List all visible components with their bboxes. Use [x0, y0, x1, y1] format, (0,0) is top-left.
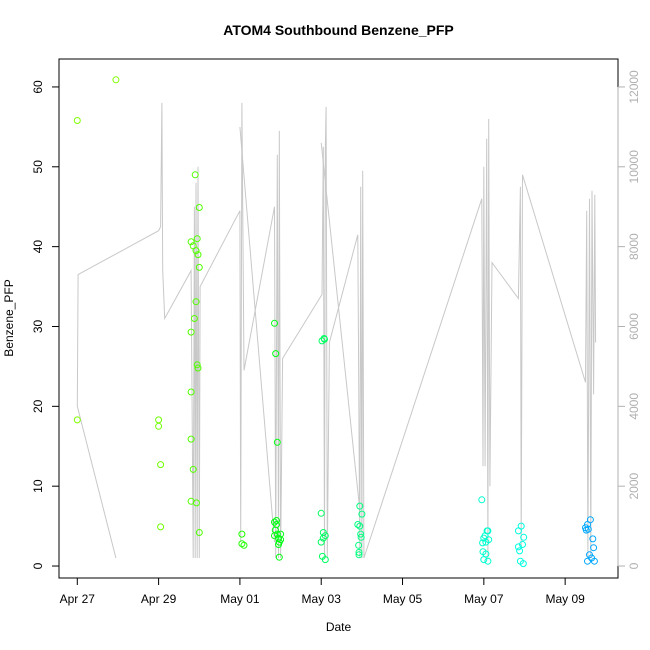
data-point-16	[192, 247, 200, 255]
secondary-series-line-1	[76, 406, 117, 559]
data-point-26	[238, 530, 246, 538]
y2-tick-label: 2000	[627, 473, 641, 500]
data-point-79	[517, 522, 525, 530]
data-point-53	[321, 335, 328, 343]
data-point-21	[194, 251, 202, 259]
x-tick-label: May 05	[383, 592, 423, 606]
y2-tick-label: 8000	[627, 233, 641, 260]
y-tick-label: 30	[31, 319, 45, 333]
data-point-5	[157, 461, 165, 469]
secondary-lines	[76, 102, 597, 559]
y2-axis: 0 2000 4000 6000 8000 10000 12000	[617, 70, 641, 569]
y-axis-label: Benzene_PFP	[2, 279, 16, 356]
data-point-80	[519, 541, 526, 548]
data-point-77	[516, 547, 524, 555]
data-point-74	[485, 536, 493, 544]
data-point-24	[195, 263, 203, 271]
data-point-58	[356, 502, 364, 510]
y2-tick-label: 4000	[627, 393, 641, 420]
secondary-series-line-2	[239, 126, 275, 543]
data-point-59	[356, 522, 364, 530]
data-point-40	[275, 553, 283, 561]
y-tick-label: 60	[31, 80, 45, 94]
data-point-0	[73, 117, 81, 124]
secondary-series-line-0	[76, 102, 597, 559]
y2-tick-label: 0	[627, 562, 641, 569]
data-point-18	[192, 499, 200, 507]
data-point-34	[273, 521, 280, 528]
y-tick-label: 20	[31, 399, 45, 413]
data-point-14	[190, 315, 198, 322]
data-point-29	[271, 319, 278, 327]
data-point-87	[584, 525, 592, 533]
data-point-2	[112, 76, 120, 84]
data-point-1	[73, 416, 81, 424]
data-point-62	[358, 510, 366, 518]
x-tick-label: May 03	[302, 592, 342, 606]
data-point-92	[590, 544, 598, 552]
data-point-33	[273, 517, 280, 524]
data-point-27	[238, 540, 246, 548]
data-point-42	[277, 536, 285, 544]
data-point-6	[157, 523, 165, 531]
data-point-82	[520, 533, 528, 541]
x-tick-label: May 09	[545, 592, 585, 606]
data-point-4	[155, 422, 163, 430]
y-axis: 0 10 20 30 40 50 60	[31, 80, 59, 569]
data-point-20	[193, 361, 201, 369]
data-point-60	[357, 530, 365, 538]
secondary-series-line-3	[320, 142, 361, 511]
y2-tick-label: 10000	[627, 150, 641, 184]
data-point-19	[193, 235, 201, 243]
data-point-10	[187, 435, 195, 443]
data-point-56	[355, 548, 363, 556]
y-tick-label: 40	[31, 240, 45, 254]
data-point-61	[357, 533, 365, 541]
data-point-55	[355, 541, 363, 549]
data-point-22	[194, 364, 202, 372]
chart-title: ATOM4 Southbound Benzene_PFP	[223, 22, 454, 38]
data-point-73	[484, 557, 492, 565]
x-tick-label: May 07	[464, 592, 504, 606]
data-point-93	[590, 557, 598, 565]
data-point-25	[195, 529, 203, 536]
data-point-69	[482, 550, 490, 558]
y-tick-label: 0	[31, 562, 45, 569]
data-point-81	[519, 560, 527, 568]
data-point-17	[192, 298, 200, 306]
data-point-63	[478, 496, 486, 504]
x-tick-label: Apr 27	[60, 592, 96, 606]
data-point-72	[484, 527, 492, 535]
data-point-89	[586, 516, 594, 524]
x-tick-label: Apr 29	[141, 592, 177, 606]
data-point-8	[187, 328, 195, 336]
data-point-51	[321, 532, 329, 540]
data-points	[73, 76, 598, 568]
data-point-35	[273, 438, 281, 446]
data-point-44	[317, 509, 325, 517]
x-axis-label: Date	[326, 620, 352, 634]
data-point-9	[187, 388, 195, 396]
data-point-64	[479, 539, 487, 547]
data-point-15	[191, 171, 199, 179]
data-point-52	[321, 556, 329, 564]
data-point-13	[189, 465, 197, 473]
y2-tick-label: 12000	[627, 70, 641, 104]
data-point-91	[589, 535, 597, 543]
y-tick-label: 50	[31, 160, 45, 174]
data-point-23	[195, 204, 203, 211]
data-point-28	[240, 541, 248, 549]
data-point-7	[187, 238, 195, 246]
data-point-57	[355, 551, 363, 559]
data-point-43	[271, 532, 278, 540]
data-point-45	[317, 538, 325, 546]
data-point-32	[272, 350, 280, 358]
y2-tick-label: 6000	[627, 313, 641, 340]
x-axis: Apr 27 Apr 29 May 01 May 03 May 05 May 07 May …	[60, 577, 585, 606]
x-tick-label: May 01	[220, 592, 260, 606]
data-point-54	[354, 521, 362, 528]
y-tick-label: 10	[31, 479, 45, 493]
